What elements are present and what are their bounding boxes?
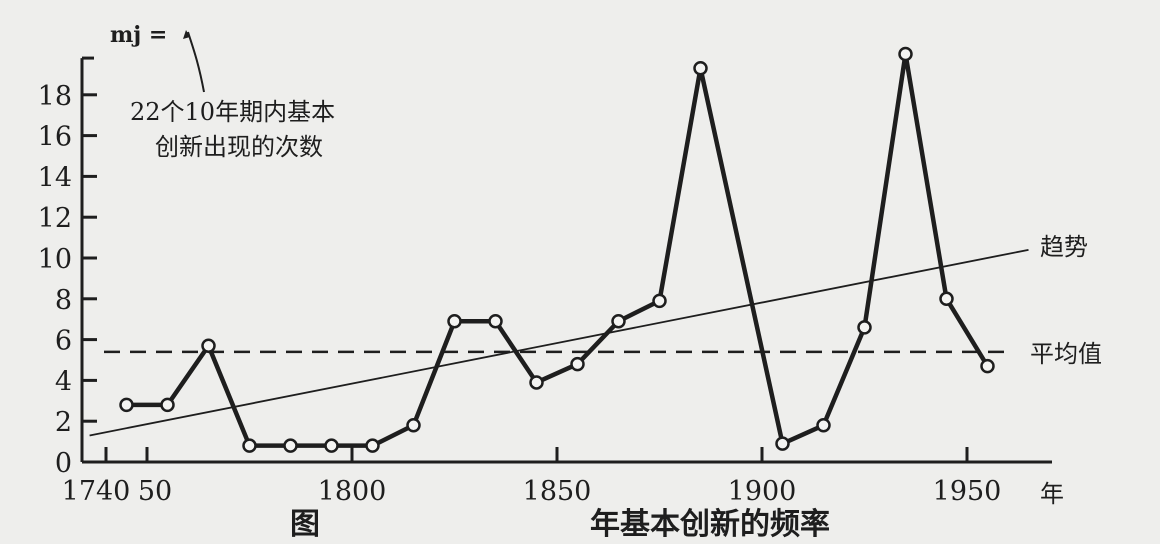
data-point [857, 320, 872, 335]
data-point [816, 418, 831, 433]
data-point [201, 338, 216, 353]
y-tick-label: 0 [55, 448, 72, 479]
x-tick-label: 50 [138, 476, 172, 507]
data-point [775, 436, 790, 451]
x-tick-label: 1950 [933, 476, 1002, 507]
data-point [693, 61, 708, 76]
x-axis-label: 年 [1040, 480, 1064, 508]
annotation-line-1: 22个10年期内基本 [130, 98, 335, 126]
data-point [283, 438, 298, 453]
data-point [570, 356, 585, 372]
caption-prefix: 图 [290, 507, 320, 542]
data-point [529, 375, 544, 390]
data-point [652, 293, 667, 309]
y-tick-label: 18 [38, 81, 72, 112]
arrow-head-icon [183, 30, 190, 39]
y-tick-label: 16 [38, 122, 72, 153]
y-tick-label: 12 [38, 203, 72, 234]
trend-label: 趋势 [1040, 233, 1088, 261]
caption-title: 年基本创新的频率 [590, 507, 830, 542]
data-point [488, 313, 503, 329]
x-tick-label: 1800 [318, 476, 387, 507]
annotation-arrow [187, 31, 205, 93]
data-point [324, 438, 339, 453]
data-point [365, 438, 380, 453]
data-point [980, 358, 995, 374]
y-tick-label: 10 [38, 244, 72, 275]
annotation-line-2: 创新出现的次数 [155, 133, 323, 161]
x-tick-label: 1900 [728, 476, 797, 507]
data-point [406, 418, 421, 433]
y-tick-label: 14 [38, 162, 72, 193]
data-point [119, 397, 134, 413]
x-tick-label: 1850 [523, 476, 592, 507]
mean-label: 平均值 [1030, 340, 1102, 368]
y-unit-label: mj = [110, 22, 167, 48]
data-point [160, 397, 175, 413]
data-point [242, 438, 257, 453]
y-tick-label: 8 [55, 285, 72, 316]
y-tick-label: 2 [55, 407, 72, 438]
data-point [939, 291, 954, 307]
x-tick-label: 1740 [62, 476, 131, 507]
data-point [447, 313, 462, 329]
trend-line [89, 248, 1029, 437]
y-tick-label: 4 [55, 366, 72, 397]
data-point [898, 46, 913, 62]
data-point [611, 313, 626, 329]
y-tick-label: 6 [55, 326, 72, 357]
